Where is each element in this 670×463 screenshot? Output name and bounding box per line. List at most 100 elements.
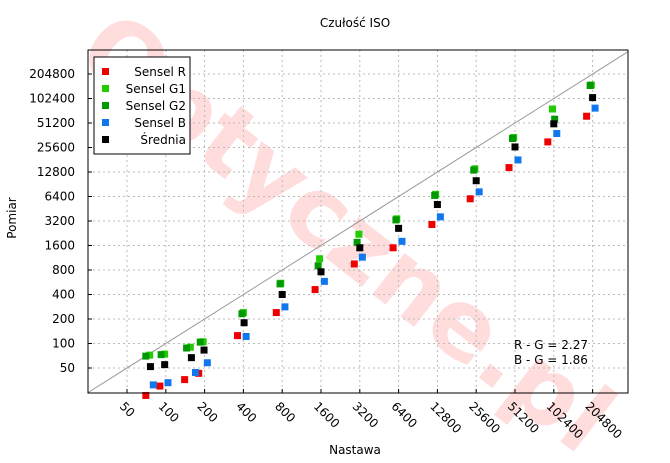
point--rednia [146, 363, 154, 371]
point-sensel-r [505, 164, 513, 172]
y-tick-labels: 50 100 200 400 800 1600 3200 6400 12800 25600 5120… [29, 67, 92, 375]
point-sensel-r [544, 138, 552, 146]
y-tick-label: 25600 [37, 141, 75, 155]
point-sensel-b [242, 332, 250, 340]
point-sensel-b [514, 156, 522, 164]
point-sensel-g1 [316, 255, 324, 263]
point--rednia [240, 319, 248, 327]
x-tick-label: 800 [272, 399, 298, 425]
point-sensel-g2 [142, 352, 150, 360]
y-tick-label: 204800 [29, 67, 75, 81]
legend-label: Sensel R [134, 65, 186, 79]
point-sensel-g2 [470, 166, 478, 174]
point-sensel-g2 [183, 344, 191, 352]
legend-swatch [102, 119, 109, 126]
y-tick-label: 50 [60, 361, 75, 375]
y-tick-label: 51200 [37, 116, 75, 130]
legend-box [93, 56, 191, 155]
point-sensel-g2 [276, 280, 284, 288]
y-tick-label: 12800 [37, 165, 75, 179]
y-axis-label: Pomiar [5, 197, 19, 239]
annotation-r-g: R - G = 2.27 [514, 338, 588, 352]
point--rednia [200, 346, 208, 354]
point-sensel-r [583, 112, 591, 120]
legend-label: Sensel G2 [126, 99, 186, 113]
point-sensel-g1 [548, 105, 556, 113]
x-tick-label: 3200 [350, 399, 381, 430]
y-tick-label: 100 [52, 337, 75, 351]
point-sensel-r [389, 244, 397, 252]
x-tick-label: 6400 [388, 399, 419, 430]
legend-label: Sensel B [134, 116, 186, 130]
y-tick-label: 400 [52, 288, 75, 302]
point-sensel-g1 [146, 351, 154, 359]
point-sensel-r [272, 309, 280, 317]
legend: Sensel R Sensel G1 Sensel G2 Sensel B Średni… [93, 56, 191, 155]
point-sensel-b [192, 369, 200, 377]
point-sensel-g2 [392, 216, 400, 224]
point-sensel-b [149, 381, 157, 389]
point-sensel-b [475, 188, 483, 196]
point-sensel-r [350, 260, 358, 268]
point--rednia [278, 291, 286, 298]
x-tick-label: 12800 [427, 399, 464, 436]
point-sensel-r [466, 195, 474, 203]
annotation-b-g: B - G = 1.86 [514, 353, 588, 367]
point-sensel-g2 [586, 81, 594, 89]
chart-title: Czułość ISO [320, 16, 390, 30]
point-sensel-g2 [196, 338, 204, 346]
x-tick-label: 50 [117, 399, 138, 420]
point-sensel-g1 [186, 343, 194, 351]
point-sensel-g2 [551, 115, 559, 123]
point-sensel-g2 [431, 191, 439, 199]
x-tick-label: 400 [233, 399, 259, 425]
x-tick-label: 200 [194, 399, 220, 425]
legend-swatch [102, 85, 109, 92]
point-sensel-r [142, 391, 150, 399]
point-sensel-b [320, 277, 328, 285]
point--rednia [356, 244, 364, 252]
point-sensel-r [156, 382, 164, 390]
y-tick-label: 1600 [44, 239, 75, 253]
point-sensel-b [553, 130, 561, 138]
point--rednia [161, 361, 169, 369]
point-sensel-b [358, 253, 366, 261]
y-tick-label: 102400 [29, 92, 75, 106]
point-sensel-r [428, 220, 436, 228]
point--rednia [589, 94, 597, 102]
legend-swatch [102, 136, 109, 143]
point--rednia [317, 268, 325, 276]
point-sensel-b [203, 359, 211, 367]
point-sensel-r [181, 376, 189, 384]
data-points [142, 81, 599, 399]
point-sensel-g1 [355, 230, 363, 238]
point-sensel-g2 [353, 238, 361, 246]
y-tick-label: 200 [52, 312, 75, 326]
x-tick-label: 100 [156, 399, 182, 425]
legend-swatch [102, 102, 109, 109]
y-tick-label: 6400 [44, 190, 75, 204]
x-tick-label: 1600 [311, 399, 342, 430]
x-axis-label: Nastawa [329, 443, 381, 457]
reference-diagonal-line [87, 51, 629, 394]
point-sensel-b [281, 303, 289, 311]
point-sensel-g2 [238, 310, 246, 318]
point--rednia [395, 224, 403, 232]
point-sensel-b [398, 237, 406, 245]
y-tick-label: 800 [52, 263, 75, 277]
legend-label: Sensel G1 [126, 82, 186, 96]
point--rednia [550, 120, 558, 128]
legend-swatch [102, 68, 109, 75]
legend-label: Średnia [140, 132, 186, 147]
point-sensel-g1 [161, 350, 169, 358]
point--rednia [187, 354, 195, 362]
point--rednia [472, 177, 480, 185]
y-tick-label: 3200 [44, 214, 75, 228]
point-sensel-r [311, 286, 319, 294]
point-sensel-g2 [157, 351, 165, 359]
point-sensel-g2 [314, 262, 322, 270]
point-sensel-b [436, 213, 444, 221]
point--rednia [511, 143, 519, 151]
point--rednia [433, 201, 441, 209]
